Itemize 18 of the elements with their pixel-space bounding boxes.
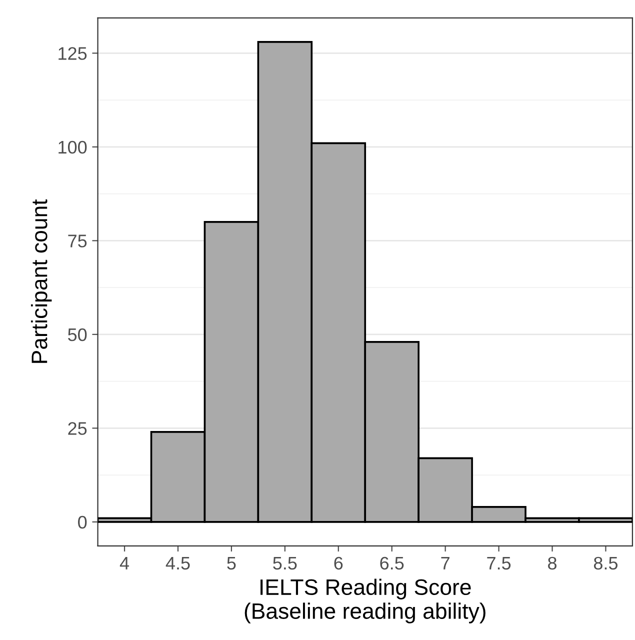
x-tick-label: 7.5: [487, 557, 511, 570]
x-tick-label: 7: [441, 557, 450, 570]
x-tick-label: 4: [120, 557, 130, 570]
y-tick-label: 0: [78, 516, 87, 529]
x-tick-label: 8: [548, 556, 556, 570]
y-tick-label: 100: [58, 140, 87, 154]
y-tick-label: 125: [58, 47, 87, 60]
x-axis-title: IELTS Reading Score (Baseline reading ability): [244, 578, 486, 624]
y-axis-title: Participant count: [30, 199, 52, 363]
x-tick-label: 4.5: [166, 557, 190, 570]
y-tick-label: 75: [68, 234, 87, 248]
x-tick-label: 5.5: [273, 557, 297, 570]
x-tick-label: 5: [227, 557, 236, 570]
x-tick-label: 6.5: [380, 556, 404, 570]
x-tick-label: 8.5: [594, 556, 618, 570]
y-tick-label: 25: [68, 422, 87, 435]
y-tick-label: 50: [68, 328, 87, 342]
x-tick-label: 6: [334, 556, 343, 570]
